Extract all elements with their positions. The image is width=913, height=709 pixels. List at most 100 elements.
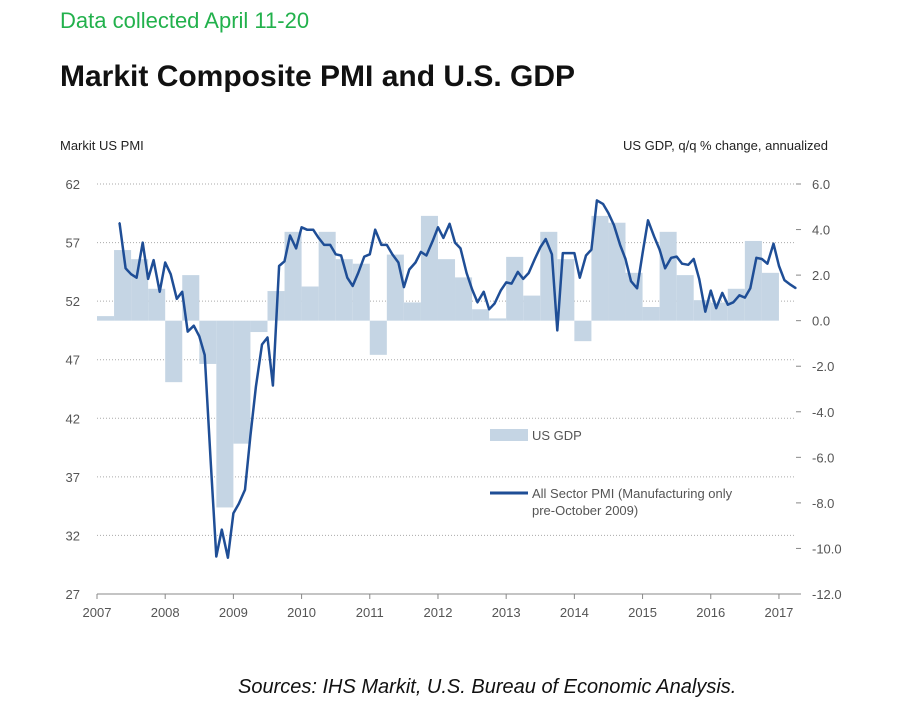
pmi-point — [159, 291, 161, 293]
pmi-point — [500, 290, 502, 292]
left-tick-label: 37 — [66, 470, 80, 485]
left-tick-label: 62 — [66, 177, 80, 192]
pmi-point — [448, 223, 451, 225]
legend-pmi-label-line2: pre-October 2009) — [532, 503, 638, 518]
pmi-point — [670, 257, 672, 259]
gdp-bar — [744, 240, 762, 321]
pmi-point — [568, 252, 570, 254]
legend: US GDP All Sector PMI (Manufacturing onl… — [490, 428, 733, 518]
pmi-point — [641, 252, 644, 254]
pmi-point — [255, 386, 257, 388]
x-tick-label: 2014 — [560, 605, 589, 620]
pmi-point — [624, 258, 627, 260]
pmi-point — [744, 297, 746, 299]
pmi-point — [340, 254, 342, 257]
pmi-point — [562, 252, 564, 254]
pmi-point — [488, 308, 490, 310]
pmi-point — [619, 244, 621, 246]
right-tick-label: -8.0 — [812, 496, 834, 511]
pmi-point — [613, 224, 615, 226]
left-tick-label: 32 — [66, 528, 80, 543]
gdp-bars — [97, 215, 779, 508]
pmi-point — [346, 277, 348, 279]
gdp-bar — [472, 309, 490, 321]
pmi-point — [221, 528, 223, 531]
pmi-point — [556, 329, 558, 332]
pmi-point — [295, 247, 297, 250]
pmi-point — [607, 212, 610, 214]
pmi-point — [772, 243, 775, 245]
pmi-point — [539, 246, 541, 248]
pmi-point — [391, 253, 393, 255]
pmi-point — [181, 291, 183, 293]
pmi-point — [493, 302, 496, 305]
pmi-point — [318, 237, 320, 239]
pmi-point — [590, 249, 593, 251]
left-tick-label: 52 — [66, 294, 80, 309]
gdp-bar — [523, 295, 541, 321]
pmi-point — [732, 301, 734, 303]
pmi-point — [420, 251, 422, 253]
pmi-point — [352, 285, 354, 287]
chart-title: Markit Composite PMI and U.S. GDP — [60, 60, 576, 93]
x-tick-label: 2017 — [764, 605, 793, 620]
pmi-point — [244, 489, 246, 491]
gdp-bar — [710, 302, 728, 321]
pmi-point — [579, 277, 581, 279]
gdp-bar — [182, 275, 200, 321]
gdp-bar — [97, 316, 115, 321]
pmi-point — [766, 263, 768, 265]
pmi-point — [522, 278, 524, 280]
pmi-point — [715, 307, 717, 309]
pmi-point — [142, 241, 144, 244]
pmi-point — [386, 244, 388, 246]
pmi-point — [783, 279, 786, 281]
pmi-point — [289, 234, 291, 237]
gdp-bar — [233, 320, 251, 444]
pmi-point — [272, 384, 274, 387]
pmi-point — [266, 336, 269, 339]
pmi-point — [403, 286, 405, 288]
pmi-point — [778, 265, 780, 267]
pmi-point — [471, 288, 473, 291]
pmi-point — [164, 261, 166, 264]
pmi-point — [227, 557, 229, 559]
pmi-point — [687, 264, 689, 266]
pmi-point — [476, 301, 479, 303]
x-tick-label: 2007 — [83, 605, 112, 620]
pmi-point — [425, 254, 427, 257]
gdp-bar — [676, 275, 694, 321]
pmi-point — [204, 354, 206, 356]
gdp-bar — [250, 320, 268, 333]
pmi-point — [698, 278, 700, 280]
pmi-point — [153, 259, 155, 261]
gdp-bar — [437, 259, 456, 321]
pmi-point — [187, 331, 189, 333]
pmi-point — [130, 273, 132, 275]
x-tick-label: 2011 — [356, 605, 384, 620]
right-tick-label: -6.0 — [812, 450, 834, 465]
pmi-point — [198, 335, 200, 337]
pmi-point — [710, 290, 712, 292]
left-tick-label: 42 — [66, 411, 80, 426]
pmi-point — [659, 249, 661, 251]
pmi-point — [596, 199, 598, 201]
right-tick-label: -4.0 — [812, 405, 834, 420]
gdp-bar — [591, 215, 609, 321]
gdp-bar — [403, 302, 421, 321]
gdp-bar — [352, 263, 370, 321]
gdp-bar — [369, 320, 387, 355]
left-tick-label: 57 — [66, 236, 80, 251]
pmi-line-group — [118, 199, 797, 559]
pmi-point — [414, 261, 417, 264]
pmi-point — [329, 244, 331, 246]
pmi-point — [397, 261, 400, 264]
right-axis-title: US GDP, q/q % change, annualized — [623, 138, 828, 153]
pmi-point — [545, 238, 547, 240]
pmi-point — [647, 219, 649, 221]
x-tick-label: 2008 — [151, 605, 180, 620]
pmi-point — [749, 287, 751, 289]
pmi-point — [664, 267, 666, 269]
right-tick-label: -12.0 — [812, 587, 842, 602]
